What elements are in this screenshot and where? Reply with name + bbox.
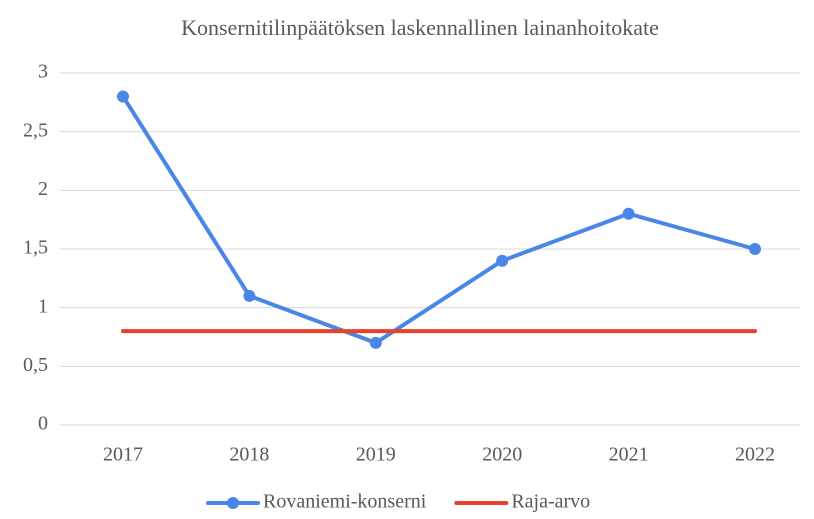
y-tick-label: 2,5 xyxy=(23,119,48,141)
chart-title: Konsernitilinpäätöksen laskennallinen la… xyxy=(181,15,659,40)
y-tick-label: 0,5 xyxy=(23,354,48,376)
point-marker xyxy=(749,243,761,255)
x-tick-label: 2021 xyxy=(609,444,649,466)
y-tick-label: 1,5 xyxy=(23,237,48,259)
point-marker xyxy=(243,289,256,302)
y-tick-label: 1 xyxy=(38,295,48,317)
x-tick-label: 2019 xyxy=(356,444,396,466)
x-tick-label: 2017 xyxy=(103,444,143,466)
point-marker xyxy=(496,254,509,267)
y-tick-label: 2 xyxy=(38,178,48,200)
x-tick-label: 2022 xyxy=(735,444,775,466)
y-tick-label: 0 xyxy=(38,413,48,435)
legend-label: Raja-arvo xyxy=(511,491,590,513)
legend-marker xyxy=(227,497,239,509)
x-tick-label: 2018 xyxy=(229,444,269,466)
y-tick-label: 3 xyxy=(38,61,48,83)
legend-label: Rovaniemi-konserni xyxy=(263,491,427,513)
point-marker xyxy=(369,336,382,349)
series-line xyxy=(121,94,757,345)
x-tick-label: 2020 xyxy=(482,444,522,466)
point-marker xyxy=(117,90,129,103)
point-marker xyxy=(622,207,635,220)
